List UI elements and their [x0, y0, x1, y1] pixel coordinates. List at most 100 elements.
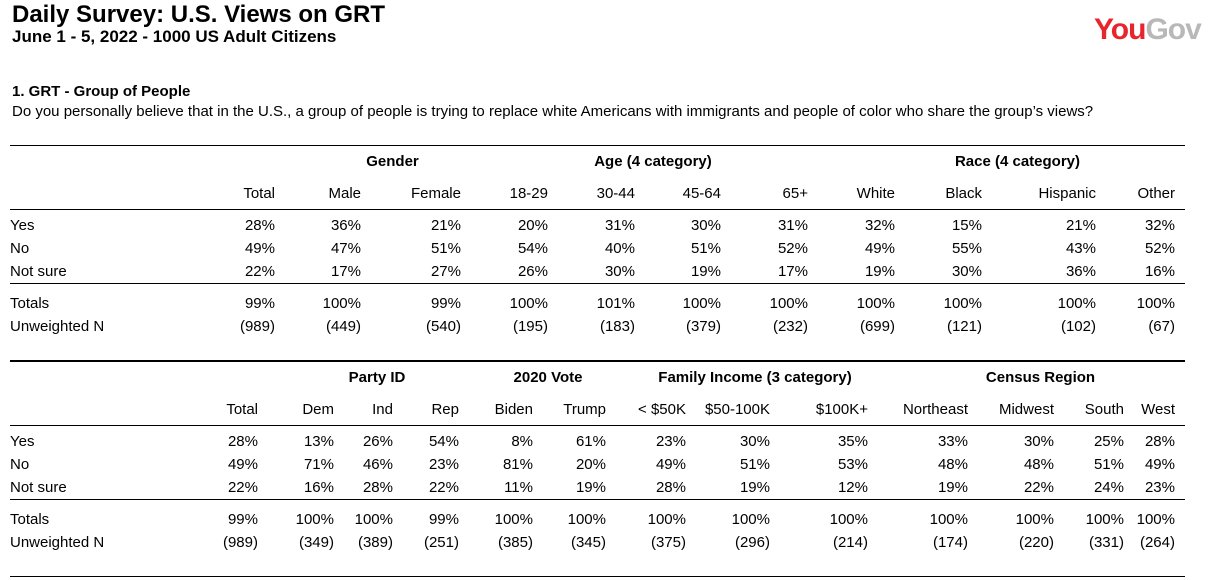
table-row-cell: 15% — [951, 217, 982, 234]
totals-row-cell: 100% — [322, 295, 361, 312]
unweighted-n-row-cell: (214) — [832, 534, 868, 551]
column-header: Total — [226, 401, 258, 418]
unweighted-n-row-cell: (389) — [357, 534, 393, 551]
table-row-cell: 33% — [937, 433, 968, 450]
table-row-cell: 52% — [1144, 240, 1175, 257]
totals-row-cell: 100% — [509, 295, 548, 312]
unweighted-n-row-cell: (220) — [1018, 534, 1054, 551]
table-row-cell: 54% — [428, 433, 459, 450]
totals-row-cell: 100% — [769, 295, 808, 312]
unweighted-n-row-cell: (296) — [734, 534, 770, 551]
table-row-cell: 8% — [511, 433, 533, 450]
unweighted-n-row-cell: (379) — [685, 318, 721, 335]
column-header: 18-29 — [509, 185, 548, 202]
table-rule — [10, 425, 1185, 426]
unweighted-n-row-cell: (989) — [222, 534, 258, 551]
table-row-cell: 26% — [517, 263, 548, 280]
unweighted-n-row-cell: (264) — [1139, 534, 1175, 551]
table-row-cell: 55% — [951, 240, 982, 257]
unweighted-n-row-cell: (349) — [298, 534, 334, 551]
column-header: Black — [945, 185, 982, 202]
column-header: West — [1141, 401, 1175, 418]
table-row-cell: 30% — [690, 217, 721, 234]
table-row-cell: 28% — [244, 217, 275, 234]
table-row-cell: 21% — [430, 217, 461, 234]
crosstab-table-demographics: Gender Age (4 category) Race (4 category) T… — [10, 145, 1185, 361]
table-rule — [10, 209, 1185, 210]
table-row-label: No — [10, 456, 30, 473]
column-header: Northeast — [902, 401, 968, 418]
table-row-cell: 21% — [1065, 217, 1096, 234]
unweighted-n-row-cell: (540) — [425, 318, 461, 335]
table-row-cell: 19% — [575, 479, 606, 496]
unweighted-n-row-cell: (345) — [570, 534, 606, 551]
table-rule — [10, 360, 1185, 361]
table-row-cell: 51% — [690, 240, 721, 257]
totals-row-cell: 99% — [430, 295, 461, 312]
table-row-cell: 30% — [1023, 433, 1054, 450]
table-row-cell: 28% — [227, 433, 258, 450]
totals-row-cell: 100% — [1057, 295, 1096, 312]
unweighted-n-row-cell: (174) — [932, 534, 968, 551]
table-row-cell: 19% — [739, 479, 770, 496]
unweighted-n-row-cell: (67) — [1148, 318, 1175, 335]
table-row-cell: 16% — [303, 479, 334, 496]
table-row-label: No — [10, 240, 30, 257]
totals-row-cell: 100% — [856, 295, 895, 312]
table-row-cell: 12% — [837, 479, 868, 496]
totals-row-label: Totals — [10, 511, 50, 528]
table-row-cell: 24% — [1093, 479, 1124, 496]
table-row-cell: 28% — [655, 479, 686, 496]
table-row-cell: 20% — [517, 217, 548, 234]
table-row-cell: 81% — [502, 456, 533, 473]
page-subtitle: June 1 - 5, 2022 - 1000 US Adult Citizen… — [12, 27, 337, 46]
column-header: Male — [328, 185, 361, 202]
column-header: Total — [243, 185, 275, 202]
totals-row-cell: 100% — [494, 511, 533, 528]
table-row-cell: 48% — [1023, 456, 1054, 473]
table-row-cell: 47% — [330, 240, 361, 257]
table-rule — [10, 361, 1185, 362]
table-row-cell: 31% — [777, 217, 808, 234]
unweighted-n-row-cell: (183) — [599, 318, 635, 335]
table-row-cell: 26% — [362, 433, 393, 450]
table-row-label: Not sure — [10, 479, 67, 496]
table-row-cell: 30% — [604, 263, 635, 280]
table-row-cell: 30% — [739, 433, 770, 450]
group-header: Gender — [366, 153, 419, 170]
column-header: South — [1084, 401, 1124, 418]
table-row-label: Yes — [10, 433, 35, 450]
column-header: Dem — [302, 401, 334, 418]
group-header: Age (4 category) — [594, 153, 712, 170]
column-header: Female — [410, 185, 461, 202]
table-row-cell: 36% — [330, 217, 361, 234]
table-row-cell: 28% — [362, 479, 393, 496]
group-header: Race (4 category) — [954, 153, 1081, 170]
table-row-cell: 46% — [362, 456, 393, 473]
totals-row-cell: 99% — [244, 295, 275, 312]
totals-row-label: Totals — [10, 295, 50, 312]
table-row-cell: 32% — [864, 217, 895, 234]
page-title: Daily Survey: U.S. Views on GRT — [12, 1, 386, 28]
table-row-cell: 11% — [504, 479, 533, 496]
totals-row-cell: 100% — [682, 295, 721, 312]
table-rule — [10, 576, 1185, 577]
table-row-cell: 23% — [655, 433, 686, 450]
table-row-cell: 51% — [1093, 456, 1124, 473]
crosstab-table-politics-income-region: Party ID 2020 Vote Family Income (3 catego… — [10, 361, 1185, 577]
question-title: 1. GRT - Group of People — [12, 83, 191, 100]
totals-row-cell: 100% — [1085, 511, 1124, 528]
unweighted-n-row-cell: (121) — [946, 318, 982, 335]
column-header: Hispanic — [1038, 185, 1096, 202]
table-row-cell: 23% — [1144, 479, 1175, 496]
totals-row-cell: 100% — [1136, 295, 1175, 312]
column-header: Rep — [431, 401, 459, 418]
table-row-cell: 53% — [837, 456, 868, 473]
column-header: 30-44 — [596, 185, 635, 202]
column-header: White — [856, 185, 895, 202]
table-row-cell: 19% — [690, 263, 721, 280]
table-row-cell: 51% — [430, 240, 461, 257]
table-rule — [10, 145, 1185, 146]
totals-row-cell: 100% — [567, 511, 606, 528]
column-header: 65+ — [782, 185, 808, 202]
